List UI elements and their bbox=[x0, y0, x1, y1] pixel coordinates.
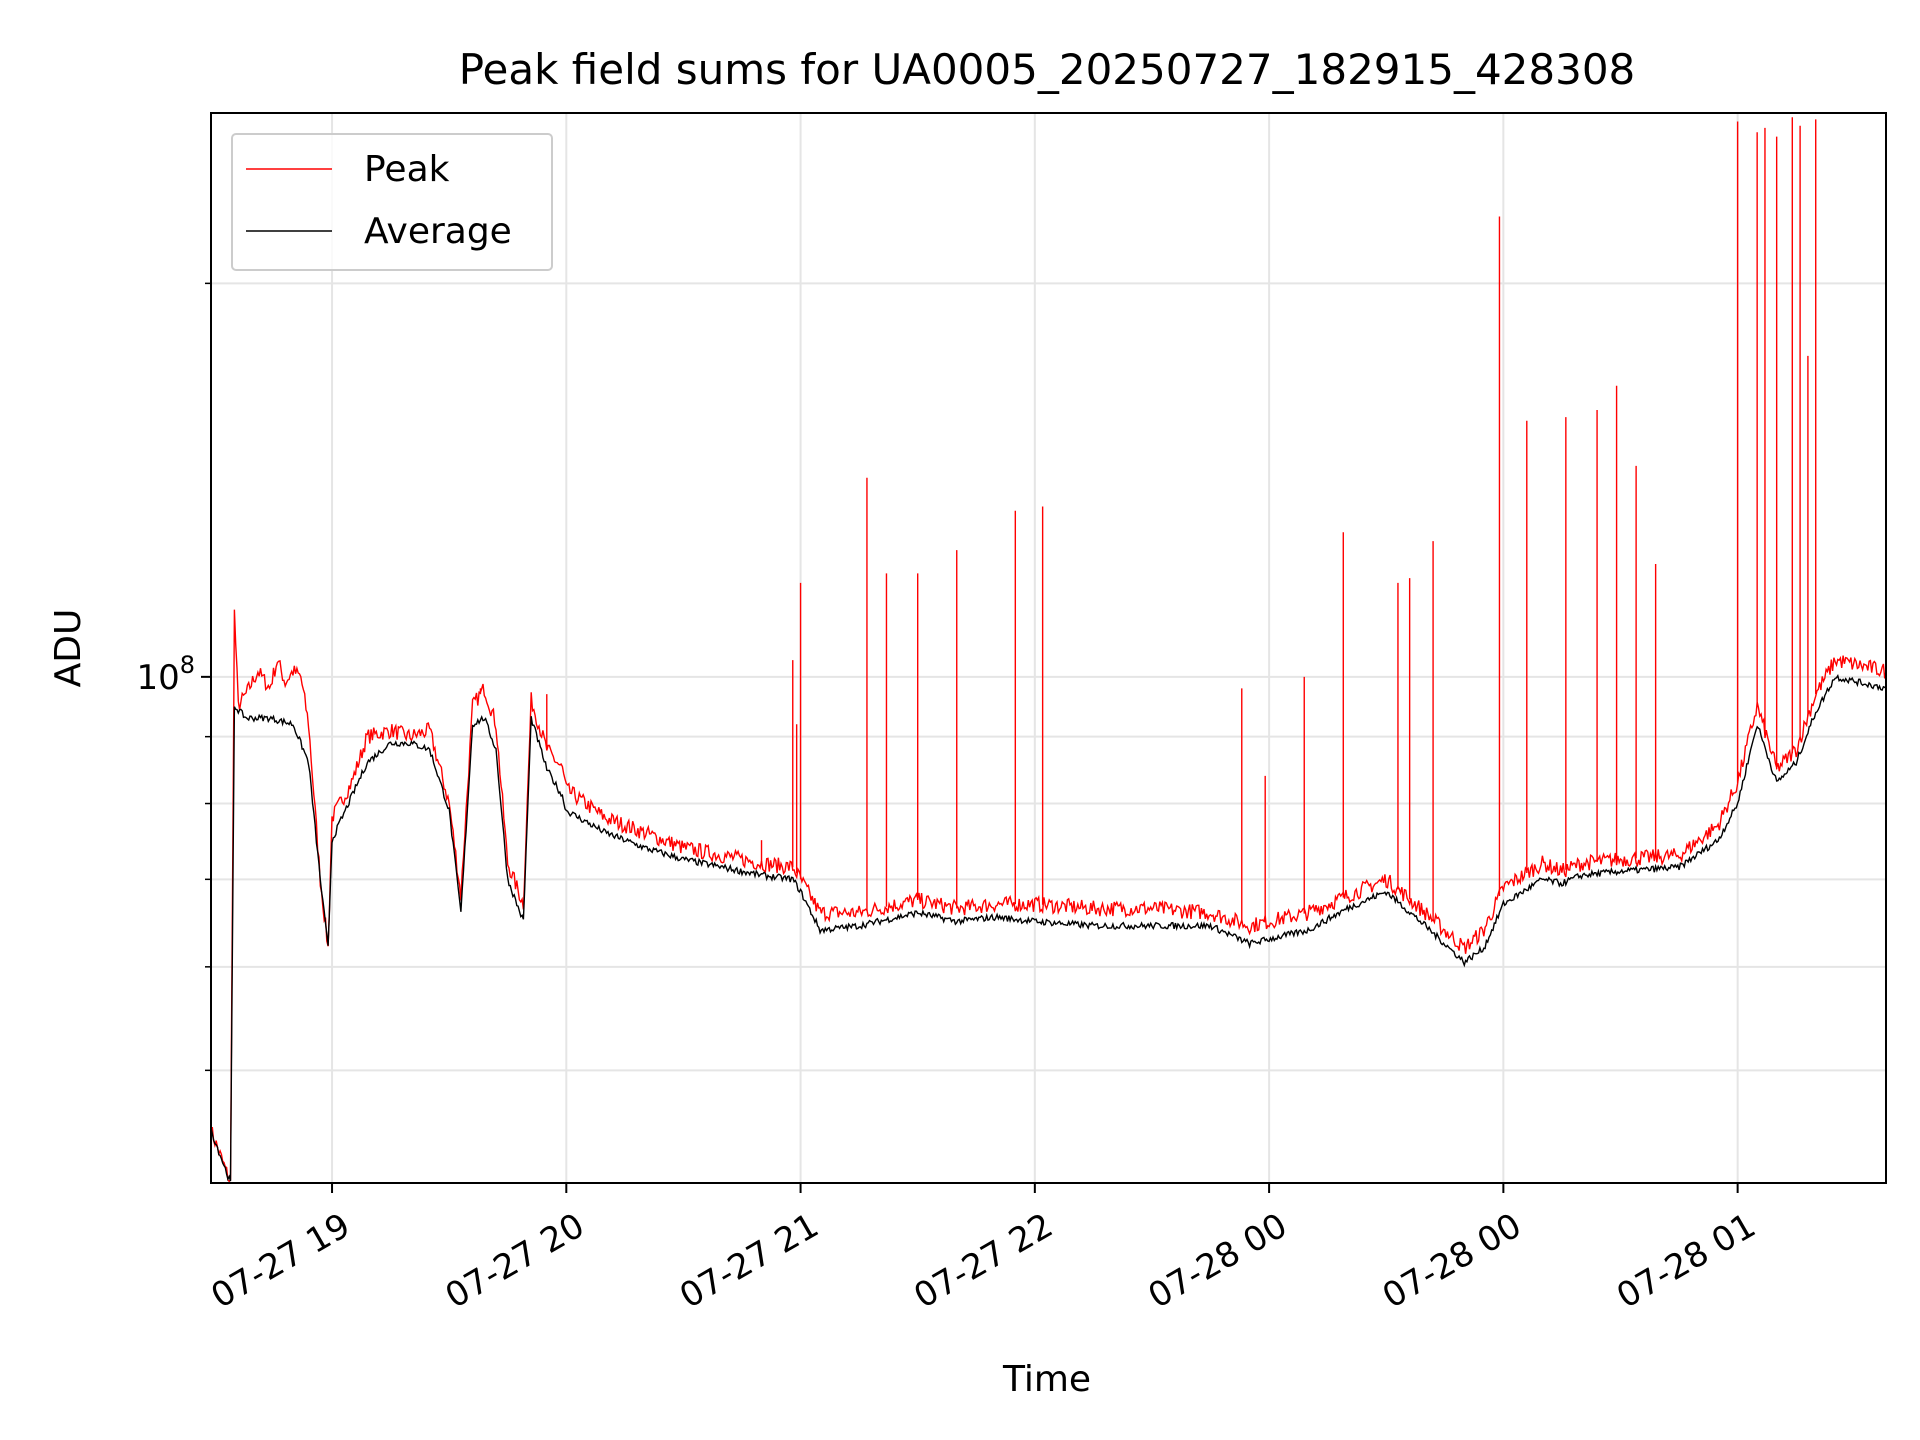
y-tick-label: 108 bbox=[136, 651, 195, 698]
y-tick-label-base: 10 bbox=[136, 658, 179, 698]
grid-layer bbox=[211, 113, 1886, 1183]
plot-frame bbox=[210, 112, 1887, 1184]
x-tick-label: 07-27 22 bbox=[907, 1206, 1059, 1317]
series-line-average bbox=[210, 673, 1887, 1182]
y-tick-label-exponent: 8 bbox=[180, 651, 195, 679]
x-axis-ticks: 07-27 19 07-27 20 07-27 21 07-27 22 07-28 00… bbox=[205, 1183, 1763, 1317]
series-layer bbox=[210, 117, 1887, 1183]
legend-average-label: Average bbox=[364, 211, 512, 252]
x-tick-label: 07-27 19 bbox=[205, 1206, 357, 1317]
x-tick-label: 07-27 20 bbox=[439, 1206, 591, 1317]
x-tick-label: 07-27 21 bbox=[673, 1206, 825, 1317]
x-tick-label: 07-28 00 bbox=[1376, 1206, 1528, 1317]
y-axis-label: ADU bbox=[48, 609, 89, 688]
legend-peak-label: Peak bbox=[364, 149, 450, 190]
y-axis-ticks: 108 bbox=[136, 282, 211, 1072]
x-axis-label: Time bbox=[1002, 1359, 1091, 1400]
legend-box bbox=[231, 133, 553, 271]
chart-title: Peak field sums for UA0005_20250727_1829… bbox=[459, 45, 1636, 94]
legend: Peak Average bbox=[231, 133, 553, 271]
x-tick-label: 07-28 01 bbox=[1610, 1206, 1762, 1317]
x-tick-label: 07-28 00 bbox=[1142, 1206, 1294, 1317]
series-line-peak bbox=[210, 609, 1887, 1183]
